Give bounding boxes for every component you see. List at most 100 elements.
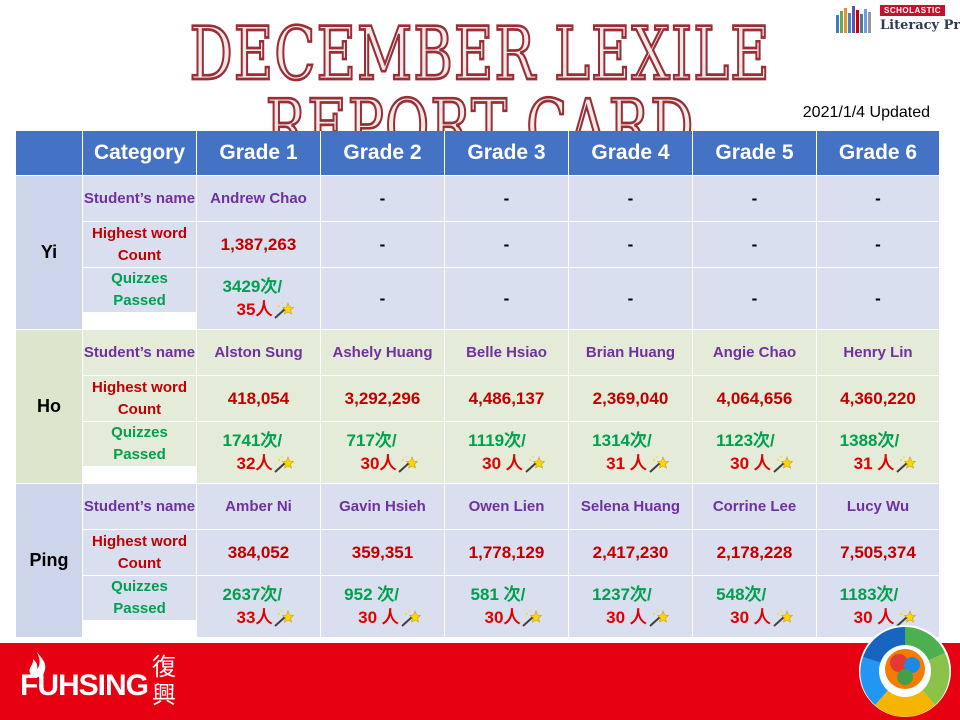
empty-cell: - [445, 268, 569, 330]
empty-cell: - [445, 176, 569, 222]
word-count: 359,351 [351, 542, 414, 562]
empty-cell: - [817, 176, 940, 222]
quiz-cell: 952 次/30 人 [321, 576, 445, 638]
lexile-report-table: Category Grade 1 Grade 2 Grade 3 Grade 4… [16, 131, 940, 638]
count-cell: 4,064,656 [693, 376, 817, 422]
name-cell: Henry Lin [817, 330, 940, 376]
empty-dash: - [627, 188, 634, 208]
name-cell: Brian Huang [569, 330, 693, 376]
quiz-value: 1123次/30 人 [716, 430, 793, 474]
quiz-cell: 1237次/30 人 [569, 576, 693, 638]
scholastic-brand: SCHOLASTIC [880, 5, 945, 16]
word-count: 2,178,228 [716, 542, 793, 562]
quiz-people: 30 人 [716, 607, 793, 629]
table-row: Highest word Count 384,052 359,351 1,778,12… [16, 530, 940, 576]
quiz-times: 952 次/ [344, 585, 399, 605]
empty-cell: - [693, 268, 817, 330]
student-name: Amber Ni [225, 497, 292, 515]
category-name: Student’s name [83, 484, 197, 530]
empty-dash: - [503, 288, 510, 308]
quiz-value: 3429次/35人 [223, 276, 295, 320]
magic-wand-icon [896, 610, 917, 627]
category-count: Highest word Count [83, 376, 197, 422]
quiz-value: 952 次/30 人 [344, 584, 421, 628]
word-count: 3,292,296 [344, 388, 421, 408]
student-name: Lucy Wu [846, 497, 910, 515]
quiz-people-text: 30 人 [358, 607, 399, 627]
count-cell: 418,054 [197, 376, 321, 422]
quiz-value: 581 次/30人 [471, 584, 543, 628]
count-cell: 2,369,040 [569, 376, 693, 422]
empty-cell: - [445, 222, 569, 268]
header-blank [16, 131, 83, 176]
name-cell: Angie Chao [693, 330, 817, 376]
quiz-times: 1123次/ [716, 431, 775, 451]
quiz-times: 2637次/ [222, 585, 283, 605]
quiz-people-text: 32人 [236, 453, 273, 473]
magic-wand-icon [896, 456, 917, 473]
header-grade-1: Grade 1 [197, 131, 321, 176]
magic-wand-icon [773, 456, 793, 473]
count-cell: 384,052 [197, 530, 321, 576]
quiz-value: 717次/30人 [347, 430, 419, 474]
scholastic-literacy-pro-logo: SCHOLASTIC Literacy Pro [834, 3, 960, 37]
quiz-people: 30 人 [344, 607, 421, 629]
count-cell: 4,486,137 [445, 376, 569, 422]
quiz-cell: 1123次/30 人 [693, 422, 817, 484]
fuhsing-brand: FUHSING [20, 669, 149, 702]
header-grade-2: Grade 2 [321, 131, 445, 176]
books-icon [836, 6, 871, 33]
header-category: Category [83, 131, 197, 176]
quiz-people: 30 人 [468, 453, 545, 475]
student-name: Gavin Hsieh [339, 497, 426, 515]
empty-cell: - [569, 222, 693, 268]
student-name: Henry Lin [843, 343, 913, 361]
quiz-people: 31 人 [592, 453, 669, 475]
student-name: Selena Huang [580, 497, 681, 515]
count-cell: 3,292,296 [321, 376, 445, 422]
quiz-people-text: 30人 [484, 607, 521, 627]
empty-cell: - [693, 176, 817, 222]
quiz-times: 1388次/ [839, 431, 900, 451]
magic-wand-icon [274, 610, 295, 627]
empty-cell: - [569, 268, 693, 330]
empty-dash: - [379, 234, 386, 254]
school-label: Ho [16, 330, 83, 484]
empty-cell: - [321, 268, 445, 330]
quiz-people-text: 33人 [236, 607, 273, 627]
word-count: 1,778,129 [468, 542, 545, 562]
quiz-people: 33人 [223, 607, 295, 629]
table-row: Quizzes Passed 3429次/35人 - - - - - [16, 268, 940, 330]
magic-wand-icon [522, 610, 543, 627]
magic-wand-icon [773, 610, 793, 627]
category-quiz: Quizzes Passed [83, 268, 197, 313]
student-name: Corrine Lee [712, 497, 797, 515]
category-quiz: Quizzes Passed [83, 576, 197, 621]
quiz-value: 1741次/32人 [223, 430, 295, 474]
empty-dash: - [751, 234, 758, 254]
quiz-times: 548次/ [716, 585, 767, 605]
table-header-row: Category Grade 1 Grade 2 Grade 3 Grade 4… [16, 131, 940, 176]
empty-dash: - [751, 288, 758, 308]
quiz-times: 717次/ [346, 431, 397, 451]
quiz-people-text: 31 人 [853, 453, 895, 473]
literacy-pro-label: Literacy Pro [880, 18, 960, 33]
quiz-times: 581 次/ [470, 585, 526, 605]
quiz-people: 32人 [223, 453, 295, 475]
header-grade-4: Grade 4 [569, 131, 693, 176]
word-count: 384,052 [227, 542, 290, 562]
empty-dash: - [875, 188, 881, 208]
word-count: 4,064,656 [716, 388, 793, 408]
count-cell: 2,417,230 [569, 530, 693, 576]
empty-dash: - [379, 188, 386, 208]
empty-cell: - [817, 222, 940, 268]
quiz-times: 1741次/ [222, 431, 283, 451]
empty-dash: - [503, 188, 510, 208]
name-cell: Belle Hsiao [445, 330, 569, 376]
quiz-people-text: 30 人 [730, 607, 771, 627]
name-cell: Owen Lien [445, 484, 569, 530]
quiz-people-text: 30人 [360, 453, 397, 473]
empty-cell: - [321, 222, 445, 268]
quiz-people-text: 30 人 [482, 453, 523, 473]
quiz-people: 35人 [223, 299, 295, 321]
